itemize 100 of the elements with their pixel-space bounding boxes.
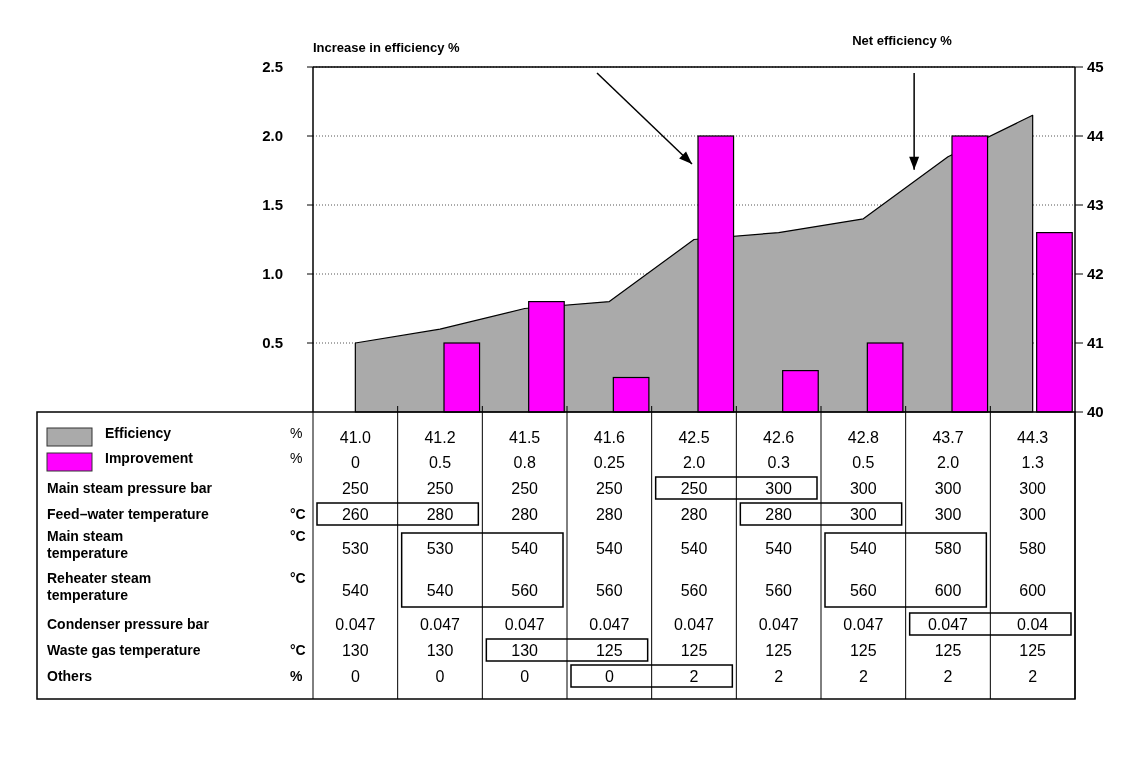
data-label: 43.7 bbox=[932, 429, 964, 446]
data-label: 42.6 bbox=[763, 429, 795, 446]
text: 300 bbox=[765, 480, 793, 497]
y2-tick-label: 42 bbox=[1087, 265, 1104, 283]
text: 580 bbox=[1019, 540, 1047, 557]
text: 540 bbox=[595, 540, 623, 557]
text: 300 bbox=[1019, 480, 1047, 497]
text: 560 bbox=[595, 582, 623, 599]
y2-tick-label: 40 bbox=[1087, 403, 1104, 421]
data-label: 42.5 bbox=[678, 429, 710, 446]
y-tick-label: 1.0 bbox=[262, 265, 283, 283]
text: 300 bbox=[849, 506, 877, 523]
legend-label: Improvement bbox=[105, 450, 194, 467]
text: 600 bbox=[1019, 582, 1047, 599]
text: Waste gas temperature °C bbox=[47, 642, 306, 658]
data-label: 41.2 bbox=[424, 429, 456, 446]
data-label: 2.0 bbox=[682, 454, 706, 471]
text: 125 bbox=[595, 642, 623, 659]
text: Feed–water temperature °C bbox=[47, 506, 306, 522]
text: 0.047 bbox=[589, 616, 630, 633]
text: 260 bbox=[341, 506, 369, 523]
text: Others % bbox=[47, 668, 303, 684]
data-label: 41.5 bbox=[509, 429, 541, 446]
data-label: 0.5 bbox=[428, 454, 452, 471]
data-label: 0 bbox=[350, 454, 360, 471]
text: 0.04 bbox=[1017, 616, 1049, 633]
text: 600 bbox=[934, 582, 962, 599]
data-label: 0.25 bbox=[593, 454, 626, 471]
y2-tick-label: 45 bbox=[1087, 58, 1104, 76]
text: 2 bbox=[774, 668, 784, 685]
text: 0.047 bbox=[673, 616, 715, 633]
text: 250 bbox=[426, 480, 454, 497]
text: 300 bbox=[1019, 506, 1047, 523]
text: 0.047 bbox=[504, 616, 545, 633]
text: Main steam temperature °C bbox=[47, 528, 306, 561]
text: 280 bbox=[765, 506, 793, 523]
y2-tick-label: 41 bbox=[1087, 334, 1104, 352]
text: 130 bbox=[341, 642, 369, 659]
data-label: 0.3 bbox=[767, 454, 790, 471]
text: 0.047 bbox=[335, 616, 376, 633]
text: 560 bbox=[511, 582, 539, 599]
text: 0 bbox=[604, 668, 614, 685]
y-tick-label: 2.0 bbox=[262, 127, 283, 145]
text: 530 bbox=[341, 540, 369, 557]
text: 2 bbox=[689, 668, 699, 685]
text: 2 bbox=[1028, 668, 1038, 685]
data-label: 41.0 bbox=[339, 429, 372, 446]
text: 125 bbox=[934, 642, 962, 659]
text: % bbox=[290, 425, 303, 442]
text: 250 bbox=[511, 480, 539, 497]
text: 125 bbox=[680, 642, 708, 659]
text: Reheater steam temperature °C bbox=[47, 570, 306, 603]
y-tick-label: 2.5 bbox=[262, 58, 283, 76]
text: 125 bbox=[765, 642, 793, 659]
text: 280 bbox=[680, 506, 708, 523]
text: 540 bbox=[680, 540, 708, 557]
text: 540 bbox=[765, 540, 793, 557]
y-tick-label: 1.5 bbox=[262, 196, 283, 214]
text: Increase in efficiency % bbox=[313, 40, 461, 55]
data-label: 42.8 bbox=[847, 429, 880, 446]
y2-tick-label: 44 bbox=[1087, 127, 1105, 145]
text: 0 bbox=[350, 668, 360, 685]
text: 530 bbox=[426, 540, 454, 557]
data-label: 0.5 bbox=[852, 454, 875, 471]
text: 0.047 bbox=[843, 616, 884, 633]
text: 2 bbox=[858, 668, 868, 685]
text: Main steam pressure bar bbox=[47, 480, 213, 496]
data-label: 2.0 bbox=[936, 454, 960, 471]
text: 125 bbox=[849, 642, 877, 659]
text: % bbox=[290, 450, 303, 467]
text: 540 bbox=[849, 540, 877, 557]
text: 130 bbox=[426, 642, 454, 659]
text: 580 bbox=[934, 540, 962, 557]
text: 300 bbox=[934, 480, 962, 497]
text: 250 bbox=[341, 480, 369, 497]
text: 2 bbox=[943, 668, 953, 685]
text: 0 bbox=[520, 668, 530, 685]
text: 560 bbox=[849, 582, 877, 599]
text: 540 bbox=[341, 582, 369, 599]
data-label: 44.3 bbox=[1017, 429, 1049, 446]
text: 125 bbox=[1019, 642, 1047, 659]
data-label: 41.6 bbox=[593, 429, 626, 446]
text: 280 bbox=[595, 506, 623, 523]
text: 540 bbox=[426, 582, 454, 599]
text: Net efficiency % bbox=[852, 33, 953, 48]
text: 560 bbox=[680, 582, 708, 599]
text: 0.047 bbox=[419, 616, 461, 633]
text: 0 bbox=[435, 668, 445, 685]
legend-label: Efficiency bbox=[105, 425, 172, 442]
data-label: 0.8 bbox=[513, 454, 536, 471]
text: 540 bbox=[511, 540, 539, 557]
text: 250 bbox=[595, 480, 623, 497]
data-label: 1.3 bbox=[1021, 454, 1044, 471]
text: Condenser pressure bar bbox=[47, 616, 210, 632]
text: 300 bbox=[849, 480, 877, 497]
text: 280 bbox=[511, 506, 539, 523]
y2-tick-label: 43 bbox=[1087, 196, 1104, 214]
text: 280 bbox=[426, 506, 454, 523]
text: 0.047 bbox=[758, 616, 799, 633]
text: 0.047 bbox=[927, 616, 969, 633]
